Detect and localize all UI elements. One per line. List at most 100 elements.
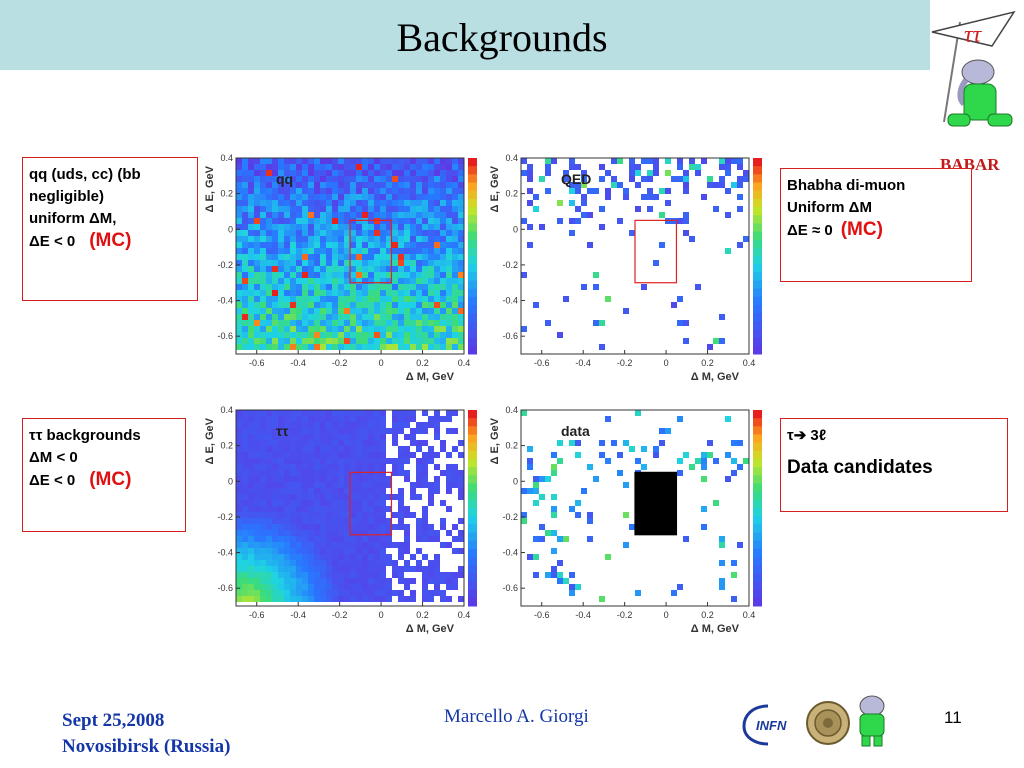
qq-scatter-plot: -0.6 -0.4 -0.2 0 0.2 0.4 0.4 0.2 0 -0.2 -0.4 -0.6 Δ … (204, 153, 477, 383)
x-tick-label: 0.4 (458, 610, 471, 620)
color-scale-bar (753, 410, 762, 607)
plot-label: ττ (276, 423, 289, 439)
babar-elephant-icon (852, 692, 892, 748)
qed-scatter-plot: -0.6 -0.4 -0.2 0 0.2 0.4 0.4 0.2 0 -0.2 -0.4 -0.6 Δ … (489, 153, 762, 383)
slide-title: Backgrounds (396, 15, 608, 60)
y-tick-label: 0.4 (220, 405, 233, 415)
x-tick-label: -0.6 (249, 358, 265, 368)
y-tick-label: 0.4 (220, 153, 233, 163)
plot-label: data (561, 423, 590, 439)
x-axis-label: Δ M, GeV (691, 623, 740, 635)
y-tick-label: 0 (228, 476, 233, 486)
signal-region-box (349, 471, 393, 536)
page-number: 11 (944, 708, 962, 727)
color-scale-bar (468, 158, 477, 355)
x-tick-label: 0.2 (416, 610, 429, 620)
qq-line3: uniform ΔM, (29, 210, 117, 227)
y-tick-label: 0 (228, 224, 233, 234)
footer-date: Sept 25,2008 (62, 710, 165, 731)
x-tick-label: -0.4 (290, 358, 306, 368)
signal-region-box (634, 219, 678, 284)
qed-mc-label: (MC) (840, 219, 883, 240)
x-tick-label: 0.4 (458, 358, 471, 368)
signal-region-box (634, 471, 678, 536)
y-tick-label: -0.2 (502, 260, 518, 270)
infn-logo: INFN (742, 704, 787, 746)
x-tick-label: -0.6 (249, 610, 265, 620)
qed-line3: ΔE ≈ 0 (787, 222, 833, 239)
data-line1: τ➔ 3ℓ (787, 427, 827, 444)
university-seal-icon (806, 701, 850, 745)
title-bar (0, 0, 930, 70)
tautau-scatter-plot: -0.6 -0.4 -0.2 0 0.2 0.4 0.4 0.2 0 -0.2 -0.4 -0.6 Δ … (204, 405, 477, 635)
data-line2: Data candidates (787, 457, 933, 478)
histogram-cells (236, 410, 464, 602)
qed-description-box: Bhabha di-muon Uniform ΔM ΔE ≈ 0 (MC) (780, 168, 972, 282)
signal-region-box (349, 219, 393, 284)
x-tick-label: 0.2 (701, 610, 714, 620)
x-tick-label: -0.4 (575, 610, 591, 620)
x-tick-label: -0.4 (575, 358, 591, 368)
x-tick-label: -0.6 (534, 358, 550, 368)
x-tick-label: 0 (379, 358, 384, 368)
footer-author: Marcello A. Giorgi (444, 706, 589, 727)
histogram-cells (521, 410, 749, 602)
infn-logo-text: INFN (756, 718, 787, 733)
tautau-mc-label: (MC) (89, 469, 132, 490)
y-tick-label: -0.4 (217, 548, 233, 558)
footer-date-location: Sept 25,2008 Novosibirsk (Russia) (62, 708, 230, 760)
x-axis-label: Δ M, GeV (406, 623, 455, 635)
y-axis-label: Δ E, GeV (204, 417, 216, 464)
y-tick-label: -0.6 (217, 583, 233, 593)
x-tick-label: -0.2 (617, 610, 633, 620)
qq-line4: ΔE < 0 (29, 233, 76, 250)
x-axis-label: Δ M, GeV (406, 371, 455, 383)
histogram-cells (236, 158, 464, 350)
y-tick-label: 0.2 (220, 189, 233, 199)
x-tick-label: -0.2 (332, 358, 348, 368)
y-axis-label: Δ E, GeV (489, 417, 501, 464)
y-tick-label: 0.2 (220, 441, 233, 451)
x-tick-label: 0.4 (743, 358, 756, 368)
y-tick-label: 0.4 (505, 153, 518, 163)
y-tick-label: -0.4 (217, 296, 233, 306)
tautau-line2: ΔM < 0 (29, 449, 78, 466)
x-axis-label: Δ M, GeV (691, 371, 740, 383)
tautau-line3: ΔE < 0 (29, 472, 76, 489)
histogram-cells (521, 158, 749, 350)
x-tick-label: -0.4 (290, 610, 306, 620)
y-tick-label: -0.2 (502, 512, 518, 522)
x-tick-label: -0.2 (617, 358, 633, 368)
y-tick-label: 0.2 (505, 189, 518, 199)
plot-label: qq (276, 171, 293, 187)
x-tick-label: 0 (664, 358, 669, 368)
x-tick-label: 0 (379, 610, 384, 620)
y-tick-label: -0.2 (217, 260, 233, 270)
y-tick-label: -0.6 (502, 331, 518, 341)
qq-line2: negligible) (29, 188, 104, 205)
footer-place: Novosibirsk (Russia) (62, 736, 231, 757)
logo-banner-text: ττ (964, 22, 983, 48)
x-tick-label: -0.2 (332, 610, 348, 620)
x-tick-label: 0.2 (416, 358, 429, 368)
y-tick-label: 0 (513, 224, 518, 234)
qq-mc-label: (MC) (89, 230, 132, 251)
y-tick-label: -0.6 (217, 331, 233, 341)
data-scatter-plot: -0.6 -0.4 -0.2 0 0.2 0.4 0.4 0.2 0 -0.2 -0.4 -0.6 Δ … (489, 405, 762, 635)
babar-logo: ττ BABAR (931, 10, 1016, 174)
y-axis-label: Δ E, GeV (489, 165, 501, 212)
plot-label: QED (561, 171, 591, 187)
y-tick-label: 0.4 (505, 405, 518, 415)
y-tick-label: -0.2 (217, 512, 233, 522)
qed-line2: Uniform ΔM (787, 199, 872, 216)
qq-line1: qq (uds, cc) (bb (29, 166, 141, 183)
tautau-description-box: ττ backgrounds ΔM < 0 ΔE < 0 (MC) (22, 418, 186, 532)
x-tick-label: 0.2 (701, 358, 714, 368)
qq-description-box: qq (uds, cc) (bb negligible) uniform ΔM,… (22, 157, 198, 301)
y-tick-label: 0 (513, 476, 518, 486)
qed-line1: Bhabha di-muon (787, 177, 906, 194)
y-tick-label: 0.2 (505, 441, 518, 451)
x-tick-label: 0 (664, 610, 669, 620)
y-tick-label: -0.4 (502, 296, 518, 306)
y-tick-label: -0.6 (502, 583, 518, 593)
